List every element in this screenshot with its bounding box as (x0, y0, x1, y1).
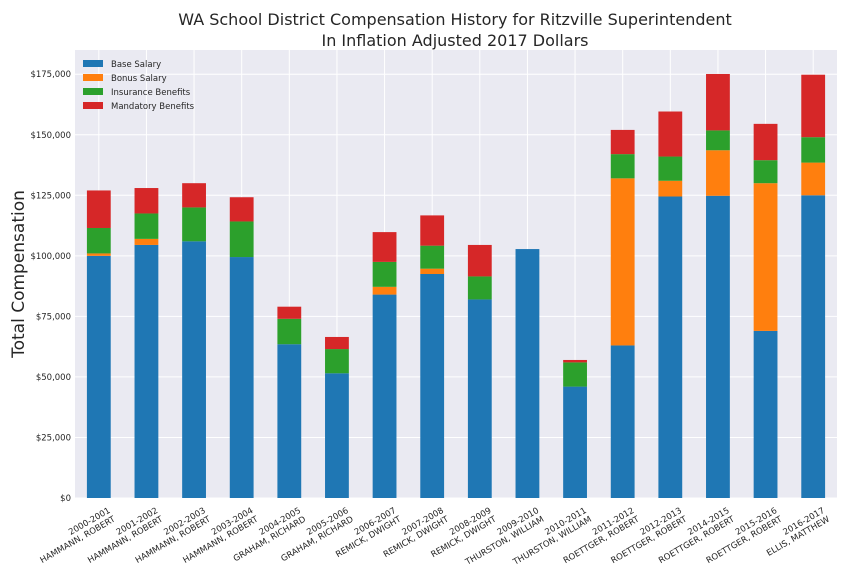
bar-segment (372, 286, 397, 295)
bar-segment (563, 386, 587, 498)
legend-label: Base Salary (111, 60, 161, 70)
bar-segment (753, 330, 778, 498)
bar-segment (134, 213, 159, 239)
y-tick-label: $0 (60, 494, 71, 504)
legend-swatch (83, 102, 103, 109)
y-tick-label: $150,000 (30, 131, 71, 141)
bar-segment (706, 195, 730, 498)
bar-segment (86, 227, 111, 254)
bar-segment (467, 276, 492, 300)
bar-segment (467, 244, 492, 277)
bar-segment (420, 215, 445, 246)
bar-segment (134, 238, 159, 245)
y-tick-label: $125,000 (30, 191, 71, 201)
bar-segment (182, 183, 206, 208)
bar-segment (658, 196, 683, 498)
bar-segment (706, 150, 730, 196)
bar-segment (420, 274, 445, 498)
bar-segment (325, 349, 349, 374)
bar-segment (229, 197, 254, 222)
bar-segment (134, 244, 159, 498)
y-tick-label: $75,000 (36, 312, 71, 322)
bar-segment (610, 178, 635, 346)
bar-segment (372, 261, 397, 287)
bar-segment (182, 207, 206, 242)
bar-segment (325, 336, 349, 350)
bar-segment (753, 123, 778, 161)
bar-segment (420, 268, 445, 274)
bar-segment (277, 318, 302, 345)
bar-segment (420, 245, 445, 269)
bar-segment (610, 154, 635, 179)
bar-segment (86, 255, 111, 498)
bar-segment (801, 195, 826, 498)
legend-label: Bonus Salary (111, 74, 167, 84)
bar-segment (515, 249, 540, 498)
bar-segment (563, 362, 587, 387)
x-axis: 2000-2001HAMMANN, ROBERT2001-2002HAMMANN… (39, 506, 833, 568)
bar-segment (658, 156, 683, 181)
bar-segment (801, 137, 826, 163)
bar-segment (753, 183, 778, 331)
bar-segment (229, 257, 254, 498)
y-tick-label: $25,000 (36, 433, 71, 443)
bar-segment (801, 74, 826, 138)
bar-segment (372, 232, 397, 262)
legend-swatch (83, 88, 103, 95)
legend: Base Salary Bonus Salary Insurance Benefit… (83, 60, 195, 112)
y-axis: $0 $25,000 $50,000 $75,000 $100,000 $125,000 $… (30, 70, 71, 504)
y-tick-label: $50,000 (36, 373, 71, 383)
y-tick-label: $175,000 (30, 70, 71, 80)
bar-segment (277, 344, 302, 498)
bar-segment (610, 345, 635, 498)
bar-segment (706, 73, 730, 131)
legend-swatch (83, 60, 103, 67)
legend-label: Mandatory Benefits (111, 102, 195, 112)
bars (86, 73, 826, 498)
legend-swatch (83, 74, 103, 81)
bar-segment (325, 373, 349, 498)
bar-segment (610, 129, 635, 155)
bar-segment (86, 253, 111, 256)
y-axis-label: Total Compensation (9, 190, 29, 359)
chart-title: WA School District Compensation History … (178, 10, 732, 29)
bar-segment (658, 111, 683, 157)
bar-segment (182, 241, 206, 498)
legend-label: Insurance Benefits (111, 88, 191, 98)
bar-segment (658, 180, 683, 197)
bar-segment (229, 221, 254, 258)
bar-segment (277, 306, 302, 319)
bar-segment (563, 359, 587, 363)
y-tick-label: $100,000 (30, 252, 71, 262)
bar-segment (801, 162, 826, 196)
bar-segment (467, 299, 492, 498)
bar-segment (372, 294, 397, 498)
chart-subtitle: In Inflation Adjusted 2017 Dollars (321, 31, 588, 50)
bar-segment (134, 188, 159, 214)
bar-segment (753, 160, 778, 184)
bar-segment (706, 130, 730, 151)
bar-segment (86, 190, 111, 228)
